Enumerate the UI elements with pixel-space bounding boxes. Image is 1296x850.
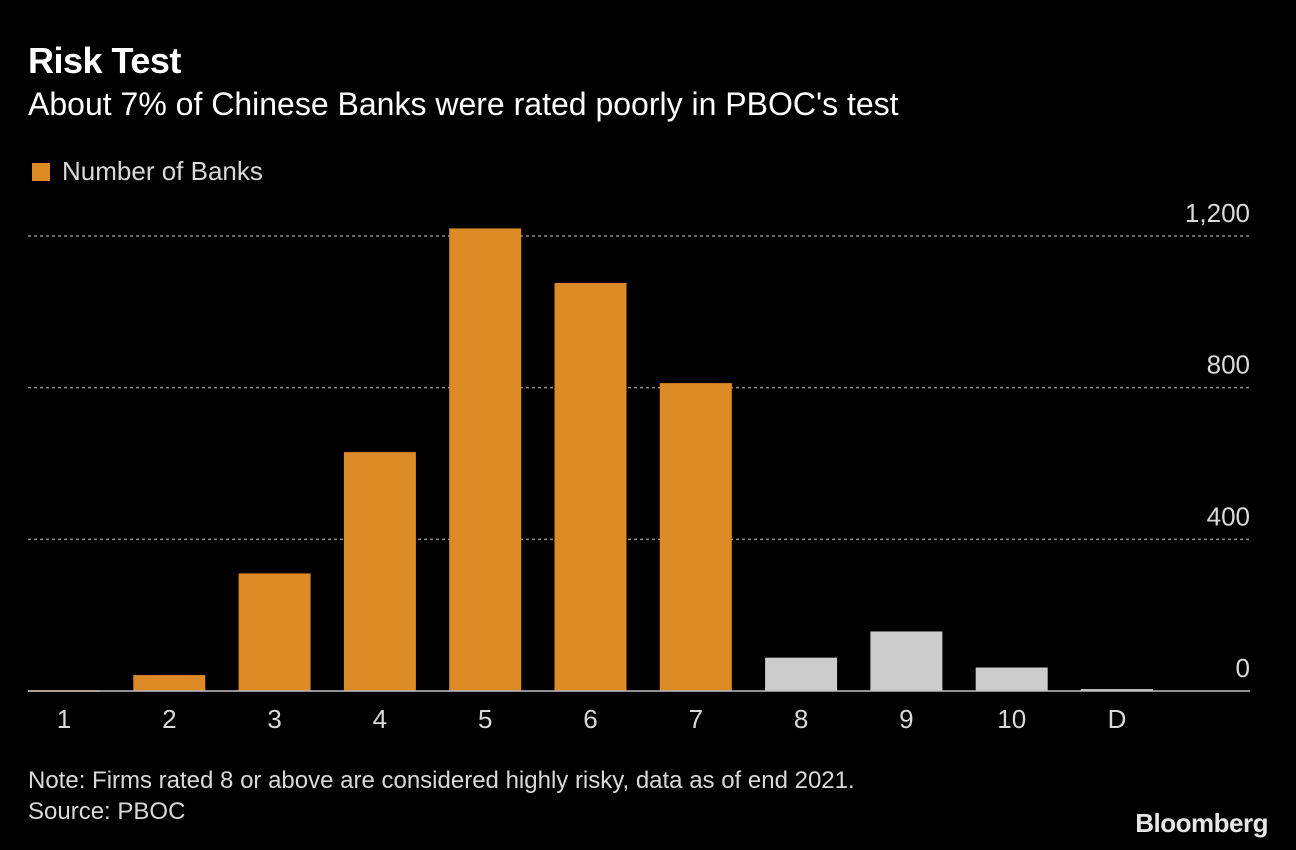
legend-label: Number of Banks [62,156,263,186]
bar-7 [659,383,732,691]
bloomberg-logo: Bloomberg [1135,808,1268,838]
legend-swatch [32,162,50,181]
x-tick-label: 7 [689,704,703,734]
legend: Number of Banks [32,156,263,187]
x-tick-label: 2 [162,704,176,734]
x-tick-label: 4 [373,704,387,734]
x-tick-label: D [1108,704,1127,734]
x-tick-label: 6 [583,704,597,734]
footnote: Note: Firms rated 8 or above are conside… [28,765,855,827]
bar-3 [238,573,311,691]
y-tick-label: 1,200 [1185,198,1250,228]
x-tick-label: 8 [794,704,808,734]
bar-6 [554,283,627,691]
x-tick-label: 5 [478,704,492,734]
bar-9 [870,631,943,691]
bar-2 [133,675,206,691]
chart-subtitle: About 7% of Chinese Banks were rated poo… [28,86,899,122]
bar-8 [765,657,838,691]
x-tick-label: 9 [899,704,913,734]
source-text: Source: PBOC [28,798,186,825]
bar-10 [975,667,1048,691]
y-tick-label: 400 [1207,501,1250,531]
bar-5 [449,228,522,691]
x-tick-label: 3 [267,704,281,734]
note-text: Note: Firms rated 8 or above are conside… [28,767,855,794]
bar-d [1081,689,1153,691]
x-tick-label: 1 [57,704,71,734]
chart-title: Risk Test [28,40,181,81]
x-tick-label: 10 [997,704,1026,734]
y-tick-label: 800 [1207,350,1250,380]
bar-4 [343,452,416,691]
y-tick-label: 0 [1236,653,1250,683]
